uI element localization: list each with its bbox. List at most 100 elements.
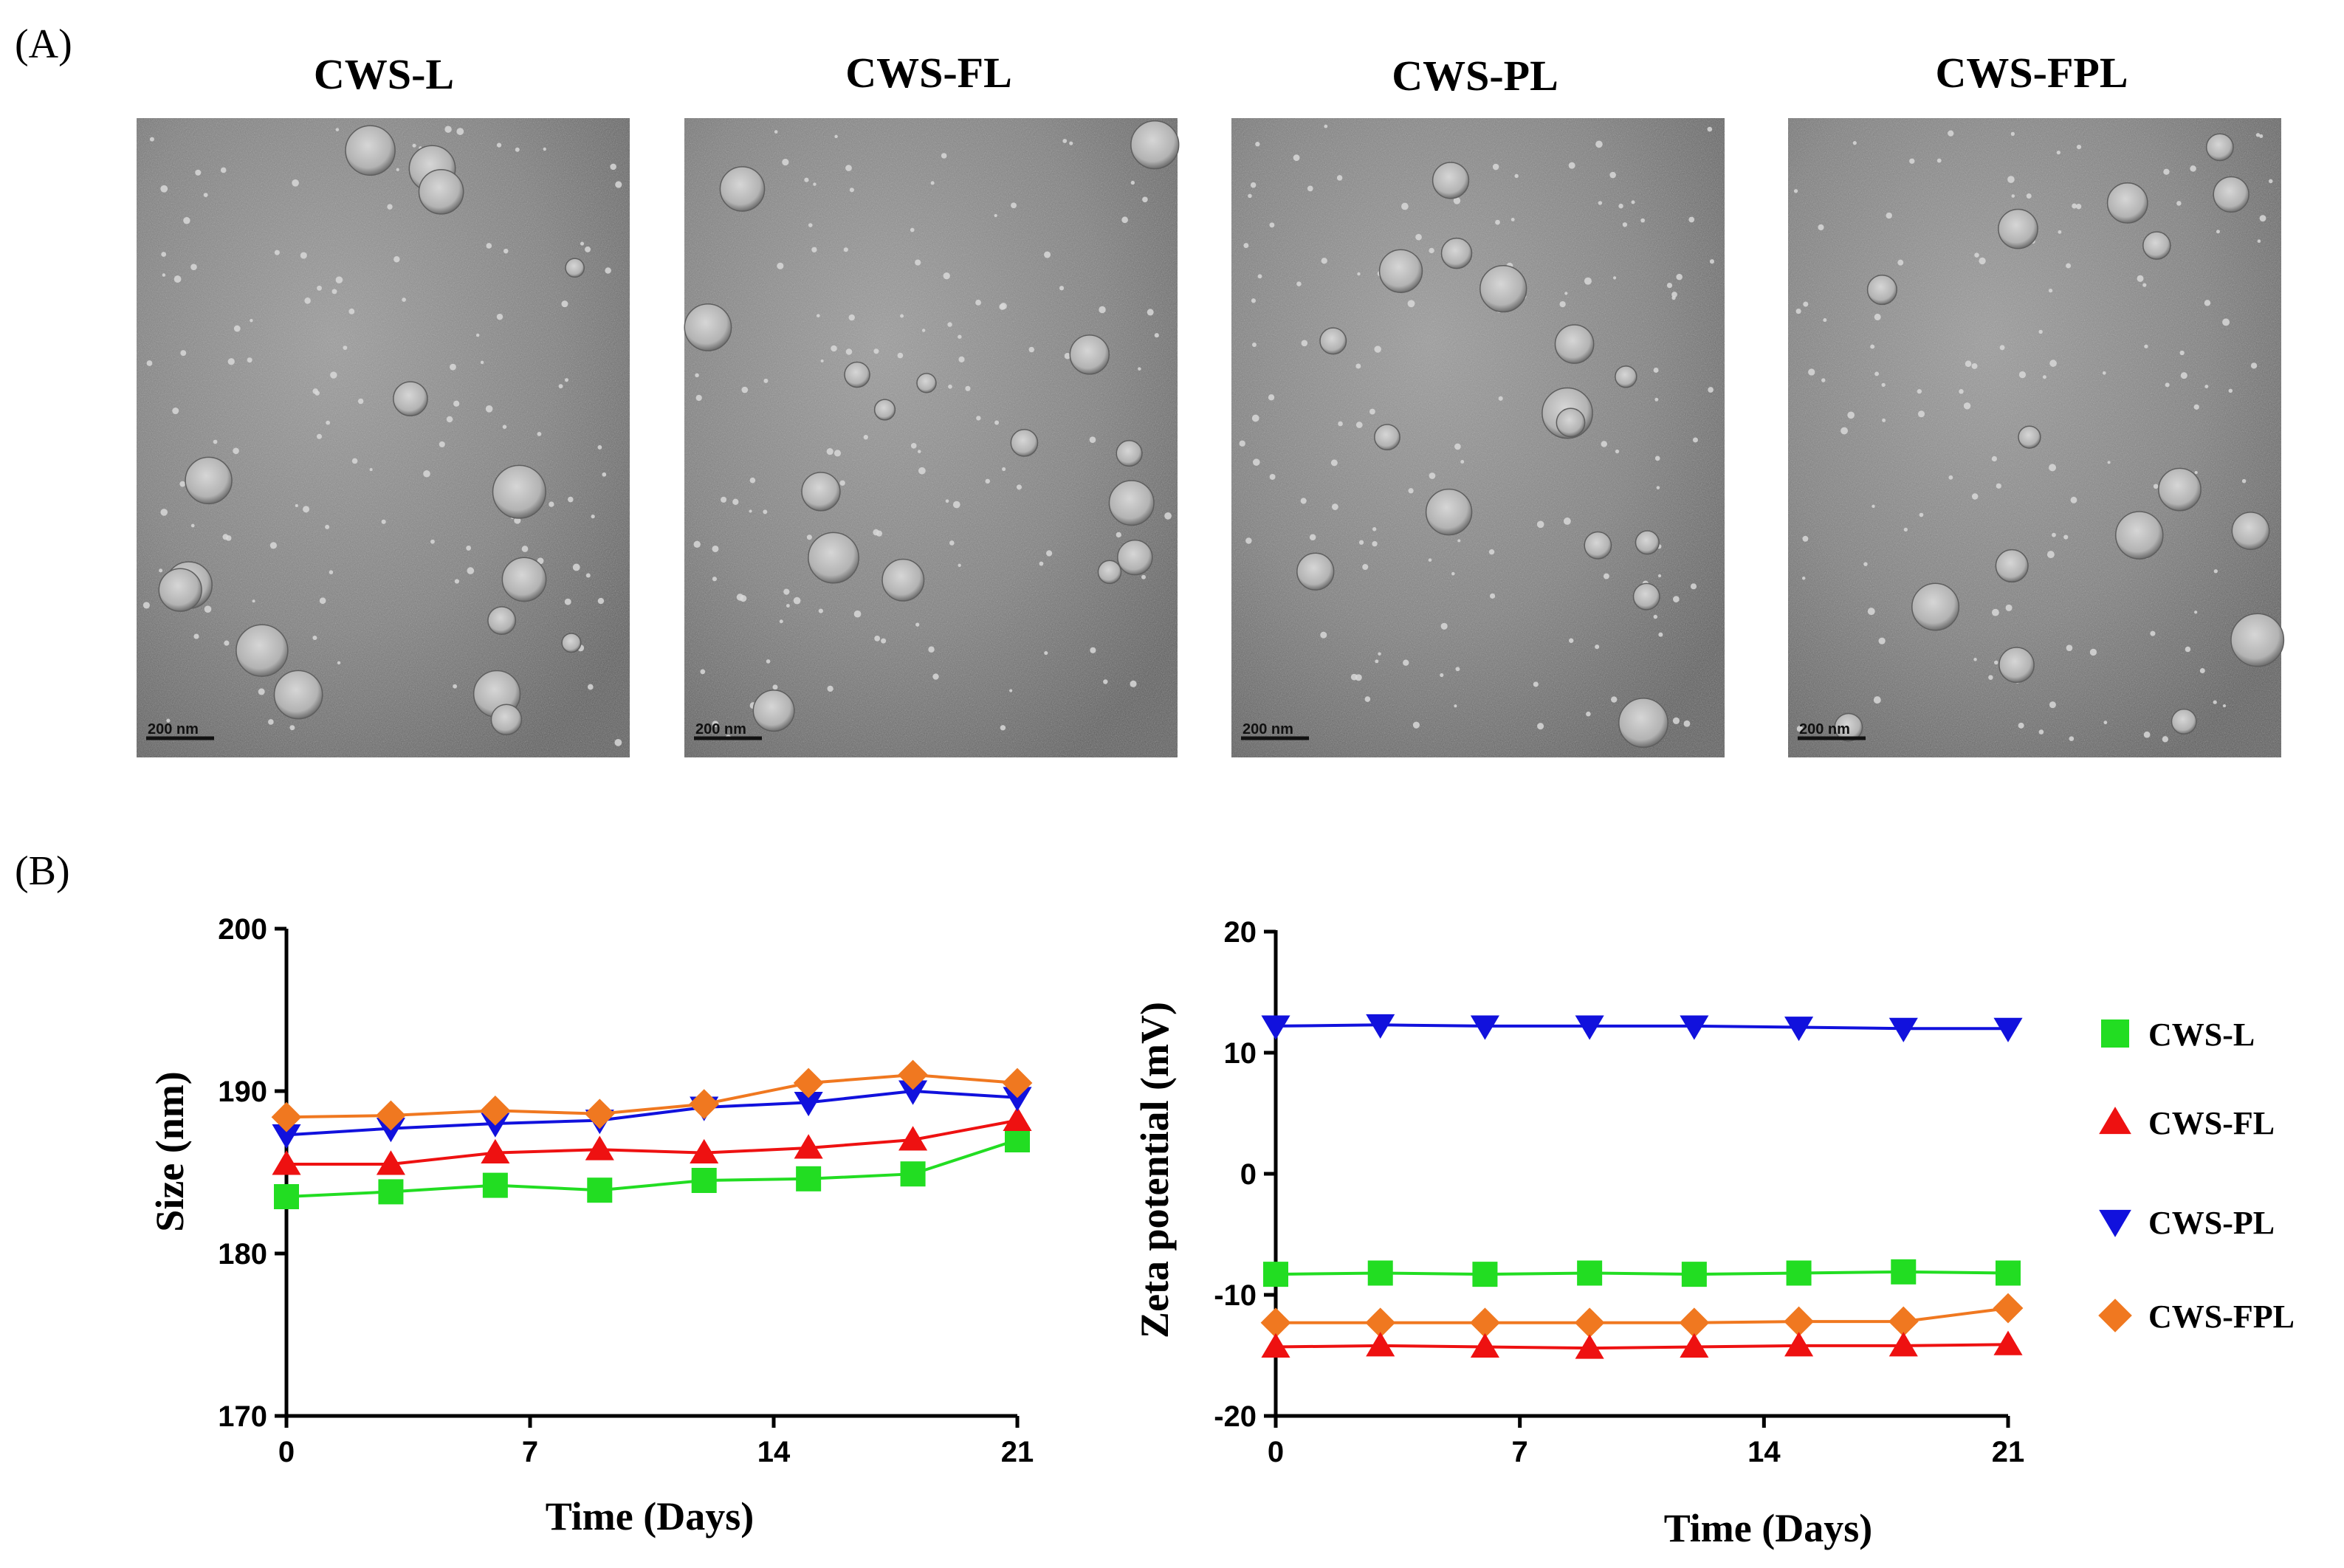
tem-2-small-particle bbox=[763, 378, 769, 383]
tem-2-small-particle bbox=[928, 646, 935, 653]
tem-3-small-particle bbox=[1338, 421, 1343, 427]
tem-1-small-particle bbox=[274, 250, 280, 255]
legend-marker-cws-pl bbox=[2099, 1209, 2131, 1237]
tem-3-small-particle bbox=[1357, 272, 1361, 276]
tem-3-small-particle bbox=[1350, 673, 1358, 681]
tem-1-small-particle bbox=[317, 433, 323, 439]
tem-4-small-particle bbox=[2185, 646, 2191, 653]
tem-3-small-particle bbox=[1671, 295, 1676, 300]
tem-3-small-particle bbox=[1372, 527, 1377, 532]
tem-3-small-particle bbox=[1403, 659, 1409, 666]
tem-image-4 bbox=[1788, 118, 2285, 757]
tem-4-small-particle bbox=[2049, 360, 2057, 367]
zeta-ytick-label--10: -10 bbox=[1214, 1279, 1257, 1312]
zeta-point-cws-fpl-day-18 bbox=[1888, 1306, 1919, 1337]
tem-2-small-particle bbox=[958, 356, 965, 362]
tem-1-small-particle bbox=[430, 539, 435, 544]
tem-4-small-particle bbox=[1874, 313, 1881, 320]
tem-3-small-particle bbox=[1690, 583, 1697, 590]
tem-4-small-particle bbox=[2153, 484, 2159, 489]
panel-a-label: (A) bbox=[15, 21, 72, 67]
tem-1-small-particle bbox=[444, 125, 452, 133]
tem-4-small-particle bbox=[2018, 371, 2027, 379]
tem-1-small-particle bbox=[456, 128, 464, 135]
tem-1-small-particle bbox=[247, 357, 252, 363]
tem-3-small-particle bbox=[1407, 300, 1415, 308]
zeta-point-cws-fpl-day-21 bbox=[1993, 1293, 2024, 1324]
legend-marker-cws-l bbox=[2101, 1019, 2129, 1048]
tem-3-small-particle bbox=[1320, 631, 1327, 639]
tem-4-vesicle bbox=[1911, 582, 1960, 631]
tem-1-small-particle bbox=[329, 570, 334, 574]
tem-1-small-particle bbox=[224, 640, 230, 646]
tem-2-small-particle bbox=[1141, 574, 1147, 580]
tem-3-small-particle bbox=[1533, 681, 1539, 687]
tem-3-small-particle bbox=[1321, 258, 1327, 264]
size-xtick-label-7: 7 bbox=[522, 1436, 538, 1468]
tem-3-small-particle bbox=[1331, 503, 1338, 510]
tem-2-small-particle bbox=[783, 588, 790, 595]
tem-1-small-particle bbox=[515, 147, 520, 152]
tem-1-small-particle bbox=[160, 185, 168, 193]
tem-2-small-particle bbox=[1000, 725, 1006, 731]
tem-4-small-particle bbox=[1991, 455, 1997, 462]
tem-1-small-particle bbox=[549, 501, 554, 507]
size-point-cws-pl-day-21 bbox=[1003, 1087, 1032, 1112]
tem-3-small-particle bbox=[1239, 440, 1245, 447]
tem-2-small-particle bbox=[1028, 346, 1034, 353]
tem-4-small-particle bbox=[2162, 736, 2169, 743]
tem-title-3: CWS-PL bbox=[1392, 52, 1558, 100]
tem-3-vesicle bbox=[1425, 488, 1473, 536]
size-point-cws-fl-day-18 bbox=[898, 1126, 928, 1151]
tem-3-vesicle bbox=[1635, 530, 1660, 555]
tem-4-small-particle bbox=[2076, 144, 2082, 150]
tem-3-small-particle bbox=[1245, 537, 1252, 544]
tem-3-small-particle bbox=[1676, 273, 1683, 281]
tem-2-small-particle bbox=[1016, 484, 1023, 490]
tem-3-small-particle bbox=[1603, 573, 1609, 580]
tem-1-small-particle bbox=[412, 143, 416, 148]
tem-3-small-particle bbox=[1672, 717, 1680, 724]
tem-1-small-particle bbox=[203, 193, 208, 198]
tem-2-small-particle bbox=[1099, 306, 1106, 314]
tem-4-small-particle bbox=[2107, 461, 2111, 464]
tem-1-small-particle bbox=[351, 458, 358, 464]
tem-2-small-particle bbox=[749, 477, 756, 484]
tem-4-small-particle bbox=[2255, 133, 2261, 137]
tem-1-small-particle bbox=[166, 718, 171, 723]
tem-4-small-particle bbox=[2049, 464, 2057, 472]
zeta-line-cws-fpl bbox=[1276, 1307, 2009, 1324]
tem-4-small-particle bbox=[2010, 131, 2015, 136]
tem-2-small-particle bbox=[1090, 647, 1096, 653]
tem-3-small-particle bbox=[1252, 458, 1260, 466]
tem-4-small-particle bbox=[2216, 230, 2220, 234]
zeta-point-cws-l-day-15 bbox=[1786, 1260, 1812, 1286]
tem-3-small-particle bbox=[1374, 345, 1381, 353]
size-point-cws-l-day-9 bbox=[587, 1177, 613, 1203]
legend-symbol-cws-fl bbox=[2099, 1107, 2131, 1135]
tem-4-small-particle bbox=[1873, 696, 1881, 704]
tem-3-small-particle bbox=[1615, 449, 1620, 454]
zeta-point-cws-fpl-day-12 bbox=[1679, 1307, 1710, 1338]
tem-1-small-particle bbox=[466, 546, 472, 551]
size-xtick-label-14: 14 bbox=[757, 1436, 791, 1468]
tem-1-small-particle bbox=[348, 308, 355, 314]
tem-4-small-particle bbox=[1897, 259, 1904, 266]
size-point-cws-l-day-3 bbox=[378, 1179, 404, 1205]
zeta-point-cws-l-day-0 bbox=[1263, 1262, 1288, 1287]
tem-3-small-particle bbox=[1654, 455, 1660, 461]
tem-4-small-particle bbox=[2011, 194, 2015, 198]
tem-4-small-particle bbox=[1903, 527, 1908, 532]
zeta-point-cws-pl-day-6 bbox=[1470, 1015, 1499, 1040]
tem-2-small-particle bbox=[793, 596, 801, 605]
tem-4-small-particle bbox=[1988, 675, 1993, 680]
tem-3-small-particle bbox=[1324, 124, 1328, 128]
tem-3-small-particle bbox=[1378, 652, 1381, 656]
tem-1-small-particle bbox=[572, 563, 580, 571]
size-point-cws-l-day-15 bbox=[796, 1166, 822, 1192]
tem-2-small-particle bbox=[693, 540, 701, 549]
tem-3-small-particle bbox=[1336, 175, 1343, 181]
tem-4-small-particle bbox=[2250, 362, 2258, 369]
tem-1-small-particle bbox=[561, 300, 568, 308]
tem-4-small-particle bbox=[1999, 345, 2005, 351]
